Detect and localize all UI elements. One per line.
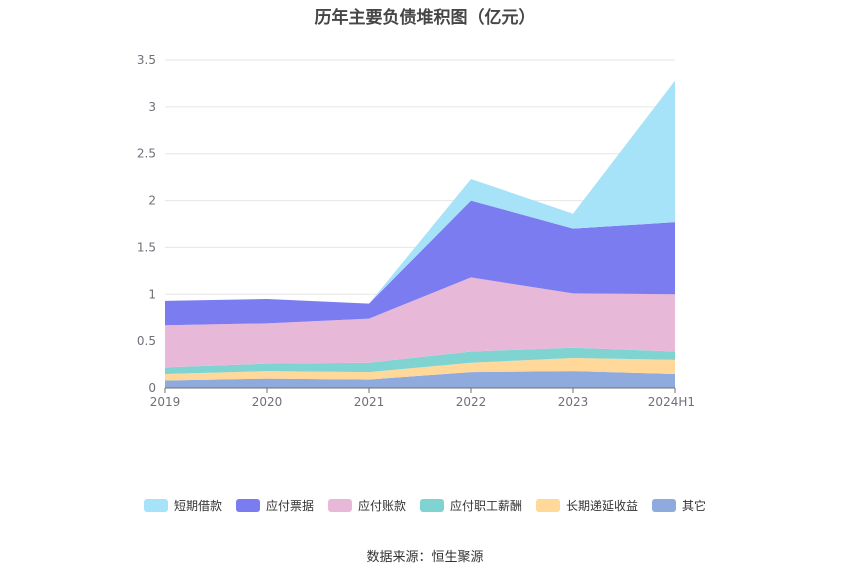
y-tick-label: 3.5 <box>137 53 156 67</box>
y-tick-label: 1.5 <box>137 240 156 254</box>
x-tick-label: 2022 <box>456 395 487 409</box>
legend-label: 应付票据 <box>265 499 314 513</box>
legend-label: 其它 <box>682 499 707 513</box>
legend-label: 应付账款 <box>357 499 406 513</box>
x-tick-label: 2021 <box>354 395 385 409</box>
y-tick-label: 2.5 <box>137 147 156 161</box>
legend-item-other[interactable]: 其它 <box>652 497 706 514</box>
area-series <box>165 347 675 374</box>
legend-swatch <box>536 499 561 512</box>
chart-legend: 短期借款 应付票据 应付账款 应付职工薪酬 长期递延收益 其它 <box>0 497 850 514</box>
chart-title: 历年主要负债堆积图（亿元） <box>314 8 536 28</box>
legend-swatch <box>652 499 677 512</box>
y-tick-label: 0.5 <box>137 334 156 348</box>
legend-label: 短期借款 <box>173 499 222 513</box>
area-series <box>165 277 675 368</box>
x-tick-label: 2020 <box>252 395 283 409</box>
y-tick-label: 1 <box>148 287 156 301</box>
area-series <box>165 371 675 388</box>
x-tick-label: 2023 <box>558 395 589 409</box>
y-tick-label: 2 <box>148 194 156 208</box>
y-tick-label: 0 <box>148 381 156 395</box>
area-series <box>165 358 675 381</box>
legend-swatch <box>420 499 444 512</box>
legend-label: 应付职工薪酬 <box>450 499 523 513</box>
legend-item-notes-payable[interactable]: 应付票据 <box>235 497 314 514</box>
legend-swatch <box>143 499 168 512</box>
legend-item-short-term-loans[interactable]: 短期借款 <box>143 497 222 514</box>
legend-label: 长期递延收益 <box>566 499 639 513</box>
y-tick-label: 3 <box>148 100 156 114</box>
legend-item-accounts-payable[interactable]: 应付账款 <box>327 497 406 514</box>
x-tick-label: 2024H1 <box>648 395 695 409</box>
data-source-note: 数据来源：恒生聚源 <box>366 550 484 565</box>
stacked-area-chart: 0 0.5 1 1.5 2 2.5 3 3.5 2019 2020 2021 2022 2023 2024… <box>137 53 695 409</box>
legend-swatch <box>327 499 352 512</box>
x-tick-label: 2019 <box>150 395 181 409</box>
area-series <box>165 200 675 326</box>
legend-item-deferred-income[interactable]: 长期递延收益 <box>536 497 638 514</box>
legend-swatch <box>235 499 260 512</box>
legend-item-employee-pay[interactable]: 应付职工薪酬 <box>420 497 522 514</box>
